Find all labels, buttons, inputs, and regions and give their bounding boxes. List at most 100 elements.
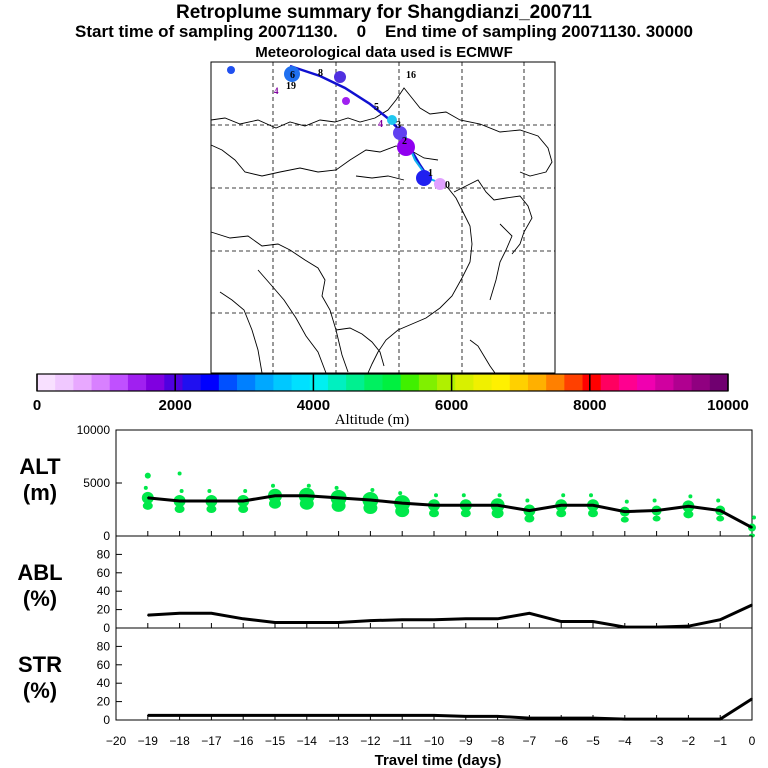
particle-dot <box>652 498 657 503</box>
particle-cloud <box>174 505 185 514</box>
colorbar-tick-label: 0 <box>33 397 41 414</box>
series-line <box>147 603 753 629</box>
particle-cloud <box>269 498 281 509</box>
data-point <box>369 499 372 501</box>
page-title: Retroplume summary for Shangdianzi_20071… <box>175 2 593 23</box>
y-tick-label: 5000 <box>83 476 110 490</box>
data-point <box>147 714 149 717</box>
data-point <box>306 621 308 624</box>
data-point <box>433 504 435 507</box>
colorbar-swatch <box>255 374 274 391</box>
trajectory-markers <box>227 66 446 190</box>
colorbar-swatch <box>455 374 474 391</box>
series-line <box>147 494 753 529</box>
data-point <box>465 618 467 620</box>
panel-alt: 0 5000 10000 ALT(m) <box>19 423 756 543</box>
particle-cloud <box>491 508 504 519</box>
particle-dot <box>688 494 693 499</box>
x-tick-label: −13 <box>328 734 349 748</box>
particle-cloud <box>524 514 535 523</box>
colorbar-swatch <box>637 374 656 391</box>
colorbar-tick-label: 2000 <box>159 397 192 414</box>
data-point <box>433 618 435 621</box>
y-tick-label: 80 <box>97 639 111 653</box>
data-point <box>528 612 531 615</box>
trajectory-marker <box>284 66 300 82</box>
x-tick-label: −7 <box>523 734 537 748</box>
map-label: 0 <box>445 180 450 191</box>
particle-cloud <box>620 516 629 523</box>
x-tick-label: −20 <box>106 734 127 748</box>
colorbar-swatch <box>73 374 93 391</box>
colorbar-swatch <box>291 374 311 391</box>
x-tick-label: −12 <box>360 734 381 748</box>
x-tick-label: −5 <box>586 734 600 748</box>
particle-dot <box>525 498 530 503</box>
data-point <box>687 625 690 627</box>
map-label: 19 <box>286 81 296 92</box>
data-point <box>496 618 499 620</box>
particle-cloud <box>683 510 694 519</box>
data-point <box>178 714 181 717</box>
x-tick-label: −2 <box>682 734 696 748</box>
particle-cloud <box>716 515 725 522</box>
data-point <box>719 618 721 621</box>
data-point <box>655 626 658 628</box>
colorbar-swatch <box>546 374 565 391</box>
y-tick-label: 60 <box>97 566 111 580</box>
colorbar-swatch <box>164 374 183 391</box>
particle-dot <box>398 491 403 496</box>
x-tick-label: −10 <box>424 734 445 748</box>
data-point <box>624 718 626 720</box>
data-point <box>401 714 404 717</box>
data-point <box>147 614 149 616</box>
data-point <box>369 619 372 622</box>
data-point <box>560 717 562 719</box>
x-tick-label: −17 <box>201 734 222 748</box>
colorbar-swatch <box>327 374 347 391</box>
data-point <box>592 620 594 623</box>
x-tick-label: −14 <box>297 734 318 748</box>
colorbar-swatch <box>709 374 729 391</box>
colorbar-tick-label: 10000 <box>707 397 749 414</box>
trajectory-marker <box>334 71 346 83</box>
x-axis-label: Travel time (days) <box>375 752 502 768</box>
colorbar-swatch <box>655 374 674 391</box>
data-point <box>337 621 340 624</box>
map-label: 4 <box>274 86 279 96</box>
x-tick-label: −1 <box>713 734 727 748</box>
data-point <box>465 504 467 507</box>
panel-frame <box>115 429 753 537</box>
sampling-end: End time of sampling 20071130. 30000 <box>384 22 693 41</box>
data-point <box>306 494 308 497</box>
colorbar-swatch <box>55 374 74 391</box>
data-point <box>369 714 372 717</box>
particle-cloud <box>556 509 567 518</box>
y-axis-label: ABL <box>17 560 62 585</box>
trajectory-marker <box>387 115 397 125</box>
data-point <box>274 494 276 497</box>
data-point <box>210 612 213 615</box>
colorbar-swatch <box>182 374 202 391</box>
data-point <box>655 509 658 512</box>
colorbar-swatch <box>418 374 438 391</box>
panel-frame <box>115 535 753 629</box>
data-point <box>496 504 499 507</box>
trajectory-marker <box>342 97 350 105</box>
particle-dot <box>561 493 566 498</box>
particle-dot <box>334 485 339 490</box>
particle-dot <box>271 483 275 488</box>
data-point <box>178 612 181 615</box>
x-tick-label: −8 <box>491 734 505 748</box>
particle-dot <box>497 493 502 498</box>
particle-dot <box>752 515 756 520</box>
colorbar-swatch <box>618 374 638 391</box>
colorbar-swatch <box>364 374 383 391</box>
x-tick-label: −9 <box>459 734 473 748</box>
data-point <box>242 714 244 717</box>
colorbar-swatch <box>309 374 329 391</box>
y-tick-label: 0 <box>103 713 110 727</box>
colorbar-tick-label: 8000 <box>573 397 606 414</box>
particle-dot <box>177 471 182 476</box>
